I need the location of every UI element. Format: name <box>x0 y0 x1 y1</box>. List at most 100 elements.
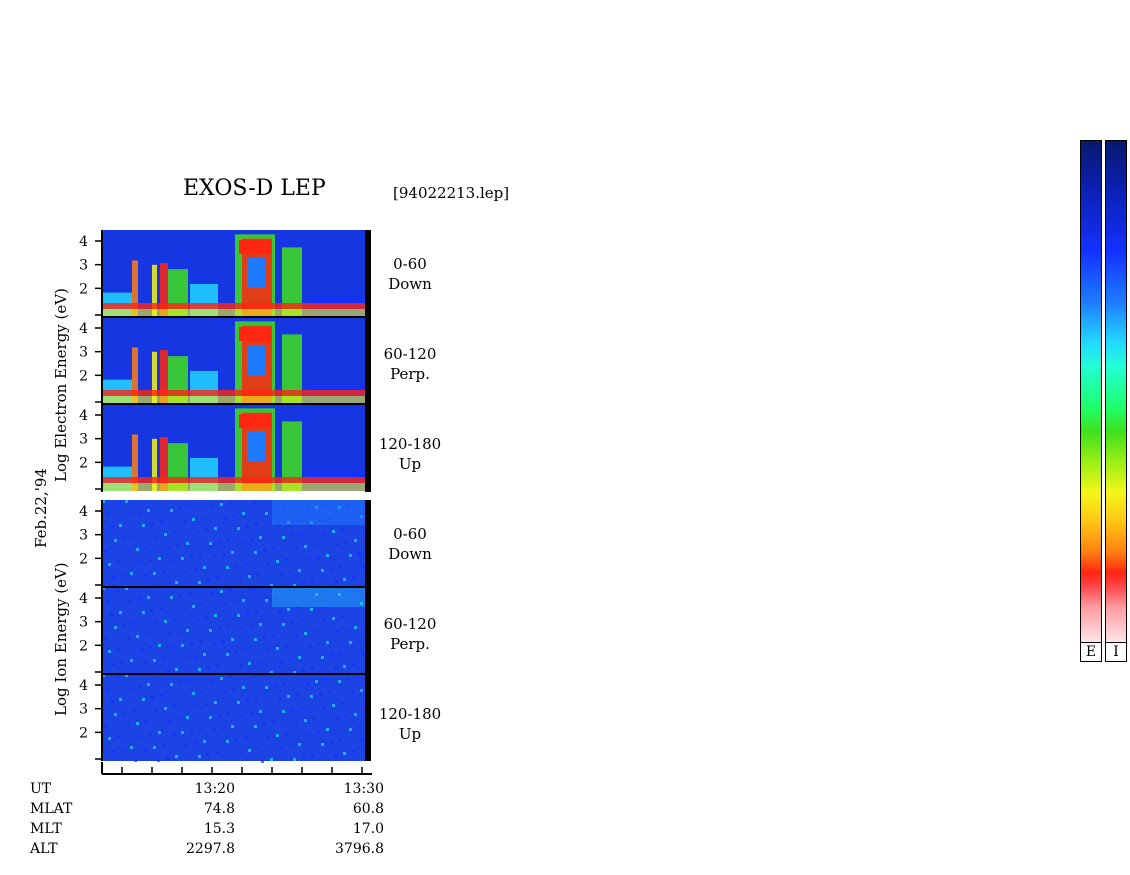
ion-axis-label: Log Ion Energy (eV) <box>52 562 70 716</box>
ion-flux-speck <box>153 659 156 662</box>
ion-flux-speck <box>237 527 240 530</box>
ion-flux-speck <box>248 662 251 665</box>
electron-low-energy-band <box>102 309 365 317</box>
ion-flux-speck <box>160 520 163 523</box>
ion-flux-speck <box>339 652 342 655</box>
ion-flux-speck <box>304 545 307 548</box>
ion-flux-speck <box>313 717 316 720</box>
ion-flux-speck <box>136 635 139 638</box>
ion-flux-speck <box>252 588 255 591</box>
ion-flux-speck <box>313 543 316 546</box>
ion-flux-speck <box>190 555 193 558</box>
ion-flux-speck <box>332 530 335 533</box>
ion-flux-speck <box>349 641 352 644</box>
ion-flux-speck <box>347 591 350 594</box>
ion-flux-speck <box>220 590 223 593</box>
ion-flux-speck <box>296 693 299 696</box>
ion-flux-speck <box>287 695 290 698</box>
ion-flux-speck <box>114 713 117 716</box>
ion-flux-speck <box>136 722 139 725</box>
ion-flux-speck <box>104 724 107 727</box>
ion-flux-speck <box>151 696 154 699</box>
electron-flux-column <box>282 334 302 404</box>
ion-flux-speck <box>138 685 141 688</box>
ion-flux-speck <box>218 627 221 630</box>
panel-label-e-perp: 60-120 Perp. <box>375 344 445 384</box>
ion-flux-speck <box>306 595 309 598</box>
ion-flux-speck <box>196 618 199 621</box>
ion-flux-speck <box>177 718 180 721</box>
ion-flux-speck <box>102 500 105 503</box>
electron-flux-column <box>282 421 302 491</box>
ion-flux-speck <box>332 704 335 707</box>
y-tick-label: 4 <box>79 234 88 250</box>
ion-flux-speck <box>162 657 165 660</box>
ion-flux-speck <box>119 524 122 527</box>
ion-flux-speck <box>121 748 124 751</box>
ion-flux-speck <box>257 660 260 663</box>
ion-flux-speck <box>334 667 337 670</box>
ion-flux-speck <box>326 554 329 557</box>
electron-flux-column <box>282 247 302 317</box>
colorbar-label-i: I <box>1105 642 1127 662</box>
ion-flux-speck <box>211 592 214 595</box>
ion-flux-speck <box>341 615 344 618</box>
ion-flux-speck <box>209 542 212 545</box>
ion-flux-speck <box>244 562 247 565</box>
electron-low-energy-band <box>102 390 365 396</box>
ion-flux-speck <box>203 653 206 656</box>
ion-flux-speck <box>321 569 324 572</box>
ion-flux-speck <box>354 539 357 542</box>
ion-flux-speck <box>226 653 229 656</box>
ion-flux-speck <box>341 702 344 705</box>
y-tick-label: 3 <box>79 528 88 544</box>
ion-flux-speck <box>181 644 184 647</box>
ion-flux-speck <box>194 655 197 658</box>
ion-flux-speck <box>134 759 137 762</box>
ion-flux-speck <box>214 701 217 704</box>
ion-flux-speck <box>222 640 225 643</box>
ion-flux-speck <box>254 551 257 554</box>
ion-flux-speck <box>179 594 182 597</box>
ion-flux-speck <box>241 627 244 630</box>
ion-flux-speck <box>300 706 303 709</box>
ion-flux-speck <box>227 712 230 715</box>
ion-flux-speck <box>151 522 154 525</box>
info-ut-v1: 13:20 <box>194 781 235 797</box>
y-tick-label: 4 <box>79 408 88 424</box>
panel-label-line2: Down <box>388 545 432 563</box>
ion-flux-speck <box>272 547 275 550</box>
ion-flux-speck <box>164 620 167 623</box>
ion-flux-speck <box>140 561 143 564</box>
ion-flux-speck <box>265 686 268 689</box>
ion-flux-speck <box>106 687 109 690</box>
ion-flux-speck <box>222 553 225 556</box>
ion-flux-speck <box>287 608 290 611</box>
ion-flux-speck <box>259 710 262 713</box>
ion-flux-speck <box>144 661 147 664</box>
ion-flux-speck <box>188 679 191 682</box>
ion-flux-speck <box>233 514 236 517</box>
electron-flux-core <box>239 327 271 341</box>
ion-flux-speck <box>194 742 197 745</box>
ion-flux-speck <box>339 565 342 568</box>
ion-flux-speck <box>127 724 130 727</box>
ion-flux-speck <box>192 692 195 695</box>
ion-flux-speck <box>162 570 165 573</box>
ion-flux-speck <box>315 680 318 683</box>
ion-flux-speck <box>104 637 107 640</box>
ion-flux-speck <box>302 669 305 672</box>
ion-flux-speck <box>237 614 240 617</box>
electron-flux-column <box>160 263 168 317</box>
ion-flux-speck <box>334 580 337 583</box>
ion-flux-speck <box>117 648 120 651</box>
ion-flux-speck <box>248 749 251 752</box>
ion-flux-speck <box>116 676 119 679</box>
y-tick-label: 3 <box>79 702 88 718</box>
ion-flux-speck <box>175 668 178 671</box>
ion-flux-speck <box>142 524 145 527</box>
ion-flux-speck <box>138 598 141 601</box>
ion-flux-speck <box>213 642 216 645</box>
ion-flux-speck <box>112 576 115 579</box>
ion-flux-speck <box>196 531 199 534</box>
